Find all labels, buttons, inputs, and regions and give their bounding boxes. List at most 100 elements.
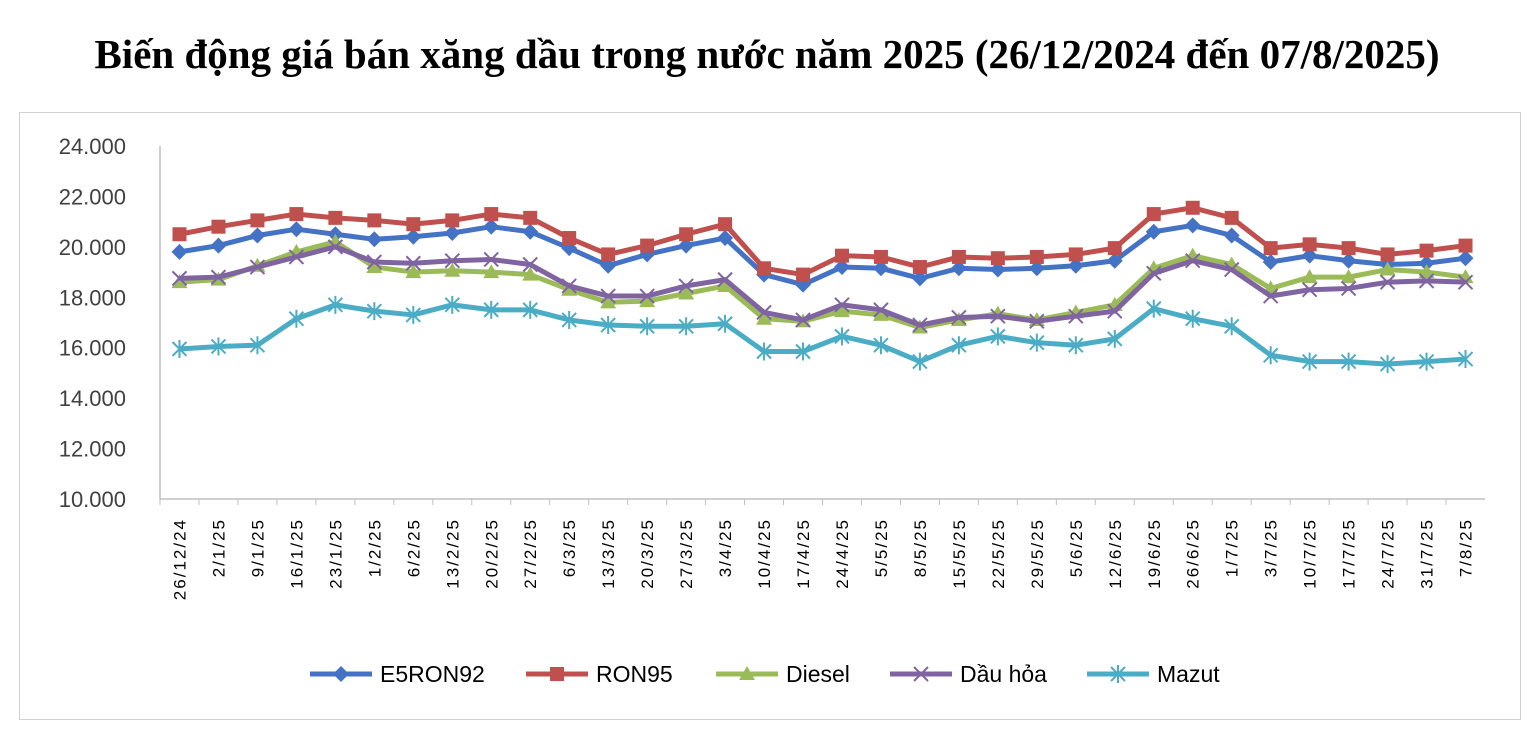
x-axis-ticks: 26/12/24 2/1/25 9/1/25 16/1/25 23/1/25 1/2/25… [159, 499, 1476, 600]
data-point [1302, 237, 1317, 252]
data-point [1107, 329, 1123, 348]
x-tick-label: 31/7/25 [1418, 518, 1437, 589]
data-point [366, 302, 383, 321]
y-tick-label: 22.000 [59, 184, 126, 209]
series-diesel [171, 233, 1474, 334]
data-point [367, 213, 382, 228]
data-point [1457, 250, 1474, 267]
data-point [1380, 247, 1395, 262]
x-tick-label: 24/7/25 [1379, 518, 1398, 589]
x-tick-label: 10/4/25 [755, 518, 774, 589]
x-tick-label: 26/6/25 [1184, 518, 1203, 589]
data-point [639, 288, 655, 304]
data-point [171, 274, 188, 289]
data-point [873, 336, 889, 355]
data-point [717, 271, 733, 288]
data-point [1184, 217, 1201, 234]
data-point [873, 302, 889, 318]
data-point [990, 251, 1005, 266]
data-point [522, 300, 538, 319]
data-point [989, 261, 1006, 278]
data-point [211, 219, 226, 234]
chart-frame [19, 112, 1521, 720]
y-tick-label: 18.000 [59, 285, 126, 310]
data-point [210, 237, 227, 254]
x-tick-label: 19/6/25 [1145, 518, 1164, 589]
data-point [522, 223, 539, 240]
data-point [250, 213, 265, 228]
data-point [1028, 260, 1045, 277]
y-tick-label: 24.000 [59, 134, 126, 159]
y-tick-label: 14.000 [59, 386, 126, 411]
series-ron95 [172, 200, 1473, 282]
x-tick-label: 2/1/25 [209, 518, 228, 577]
data-point [288, 249, 305, 265]
data-point [717, 277, 734, 292]
data-point [172, 227, 187, 242]
data-point [1340, 280, 1357, 297]
chart-axes [159, 146, 1485, 500]
data-point [444, 253, 460, 269]
legend-marker [550, 667, 564, 681]
legend-label: Dầu hỏa [960, 661, 1047, 687]
data-point [600, 316, 616, 335]
data-point [366, 231, 383, 248]
data-point [911, 270, 928, 287]
data-point [249, 259, 266, 275]
data-point [678, 237, 695, 254]
data-point [288, 221, 305, 238]
data-point [1262, 253, 1279, 270]
data-point [405, 228, 422, 245]
x-tick-label: 13/3/25 [599, 518, 618, 589]
data-point [445, 213, 460, 228]
y-axis-ticks: 10.000 12.000 14.000 16.000 18.000 20.000 22.0… [59, 134, 126, 512]
data-point [600, 288, 616, 304]
series-line [179, 302, 1466, 367]
data-point [1418, 352, 1435, 371]
data-point [289, 207, 304, 222]
x-tick-label: 5/5/25 [872, 518, 891, 577]
data-point [639, 317, 655, 336]
data-point [561, 281, 578, 296]
data-point [1418, 264, 1435, 279]
data-point [1340, 352, 1357, 371]
data-point [873, 249, 888, 264]
series-dầu-hỏa [171, 239, 1474, 333]
data-point [1185, 309, 1201, 328]
x-tick-label: 10/7/25 [1301, 518, 1320, 589]
x-tick-label: 17/7/25 [1340, 518, 1359, 589]
x-tick-label: 26/12/24 [170, 518, 189, 600]
legend-label: E5RON92 [380, 661, 485, 687]
x-tick-label: 27/2/25 [521, 518, 540, 589]
x-tick-label: 24/4/25 [833, 518, 852, 589]
data-point [444, 262, 461, 277]
data-point [1029, 313, 1045, 329]
data-point [406, 217, 421, 232]
data-point [1418, 255, 1435, 272]
series-mazut [171, 295, 1474, 374]
data-point [756, 304, 772, 321]
data-point [366, 254, 383, 270]
data-point [1457, 350, 1474, 369]
data-point [1340, 269, 1357, 284]
legend-label: RON95 [596, 661, 673, 687]
data-point [1068, 336, 1084, 355]
data-point [1224, 210, 1239, 225]
data-point [717, 230, 734, 247]
x-tick-label: 5/6/25 [1067, 518, 1086, 577]
x-tick-label: 8/5/25 [911, 518, 930, 577]
y-tick-label: 10.000 [59, 487, 126, 512]
y-tick-label: 12.000 [59, 437, 126, 462]
data-point [210, 337, 227, 356]
data-point [1301, 282, 1318, 298]
data-point [912, 317, 928, 333]
data-point [833, 303, 850, 318]
data-point [600, 257, 617, 274]
series-line [179, 205, 1466, 278]
data-point [1379, 274, 1396, 290]
data-point [640, 238, 655, 253]
data-point [1341, 241, 1356, 256]
data-point [1146, 207, 1161, 222]
data-point [483, 251, 499, 268]
data-point [561, 310, 577, 329]
